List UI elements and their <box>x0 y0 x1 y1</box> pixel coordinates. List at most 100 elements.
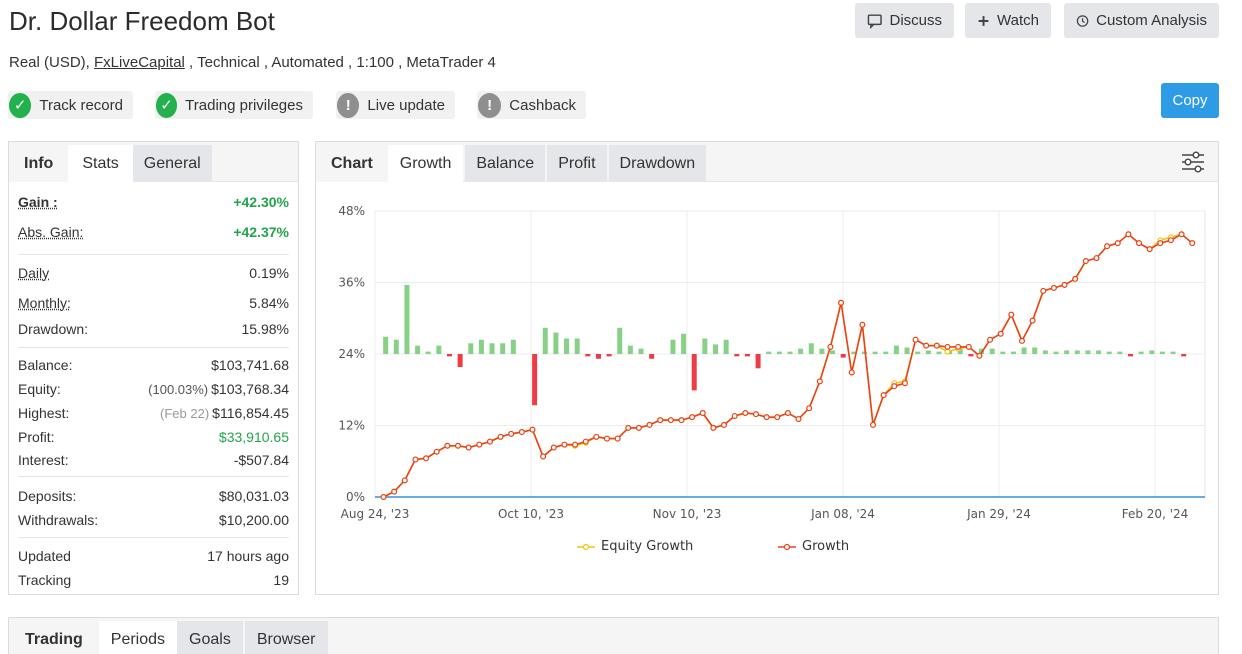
tab-balance[interactable]: Balance <box>465 145 546 182</box>
tab-trading[interactable]: Trading <box>9 621 99 654</box>
track-record-badge: ✓ Track record <box>8 91 133 119</box>
growth-point <box>838 299 845 306</box>
clock-icon <box>1076 14 1089 27</box>
legend-growth[interactable]: Growth <box>778 539 849 554</box>
tab-browser[interactable]: Browser <box>244 621 328 654</box>
legend-equity-growth[interactable]: Equity Growth <box>577 539 693 554</box>
divider <box>18 347 289 348</box>
account-details: , Technical , Automated , 1:100 , MetaTr… <box>184 54 496 71</box>
exclamation-icon: ! <box>337 92 360 118</box>
legend-equity-marker <box>577 543 595 550</box>
growth-point <box>529 426 536 433</box>
stat-value: $103,768.34 <box>211 381 289 397</box>
tab-growth[interactable]: Growth <box>387 145 464 182</box>
profit-bar <box>1106 351 1112 354</box>
stat-highest: Highest: (Feb 22) $116,854.45 <box>18 402 289 424</box>
growth-point <box>678 417 685 424</box>
profit-bar <box>830 350 836 354</box>
profit-bar <box>404 284 410 354</box>
chart-tabs: Chart Growth Balance Profit Drawdown <box>316 142 707 182</box>
growth-point <box>423 455 430 462</box>
stat-label: Profit: <box>18 429 55 445</box>
stat-label[interactable]: Daily <box>18 265 50 281</box>
chart-settings-icon[interactable] <box>1180 150 1206 174</box>
growth-point <box>625 424 632 431</box>
stat-value: $33,910.65 <box>218 429 289 445</box>
tab-profit[interactable]: Profit <box>547 145 607 182</box>
profit-bar <box>1170 351 1176 354</box>
x-tick-label: Oct 10, '23 <box>498 507 564 521</box>
profit-bar <box>681 333 687 354</box>
growth-point <box>412 456 419 463</box>
loss-bar <box>585 354 591 357</box>
loss-bar <box>595 354 601 359</box>
growth-point <box>784 409 791 416</box>
custom-analysis-label: Custom Analysis <box>1096 12 1207 29</box>
legend-growth-marker <box>778 543 796 550</box>
growth-point <box>1104 243 1111 250</box>
stat-label: Deposits: <box>18 488 77 504</box>
discuss-label: Discuss <box>889 12 942 29</box>
loss-bar <box>1181 354 1187 357</box>
watch-label: Watch <box>997 12 1039 29</box>
profit-bar <box>915 351 921 354</box>
stat-value: $116,854.45 <box>212 405 289 421</box>
loss-bar <box>457 354 463 368</box>
stat-tracking: Tracking 19 <box>18 569 289 591</box>
profit-bar <box>819 348 825 354</box>
profit-bar <box>670 339 676 354</box>
profit-bar <box>627 345 633 354</box>
stat-value: $10,200.00 <box>218 512 289 528</box>
tab-chart[interactable]: Chart <box>316 145 388 182</box>
custom-analysis-button[interactable]: Custom Analysis <box>1064 3 1219 38</box>
profit-bar <box>393 339 399 354</box>
growth-point <box>614 435 621 442</box>
growth-point <box>561 441 568 448</box>
growth-point <box>721 421 728 428</box>
stat-value: $103,741.68 <box>211 357 289 373</box>
profit-bar <box>1117 351 1123 354</box>
trading-privileges-badge: ✓ Trading privileges <box>155 91 313 119</box>
growth-point <box>1114 240 1121 247</box>
account-subtitle: Real (USD), FxLiveCapital , Technical , … <box>9 54 496 71</box>
tab-goals[interactable]: Goals <box>177 621 243 654</box>
growth-point <box>1189 240 1196 247</box>
growth-point <box>1040 287 1047 294</box>
growth-point <box>1008 311 1015 318</box>
growth-point <box>465 444 472 451</box>
growth-point <box>997 330 1004 337</box>
tab-info[interactable]: Info <box>9 145 69 182</box>
profit-bar <box>383 336 389 354</box>
copy-button[interactable]: Copy <box>1161 83 1219 118</box>
tab-periods[interactable]: Periods <box>98 621 178 654</box>
growth-point <box>593 433 600 440</box>
stats-panel: Info Stats General Gain : +42.30% Abs. G… <box>8 141 299 595</box>
watch-button[interactable]: Watch <box>965 3 1051 38</box>
growth-point <box>912 336 919 343</box>
divider <box>18 254 289 255</box>
broker-link[interactable]: FxLiveCapital <box>94 54 185 71</box>
check-icon: ✓ <box>156 92 178 118</box>
growth-point <box>933 342 940 349</box>
badge-label: Track record <box>39 96 123 114</box>
profit-bar <box>1032 347 1038 354</box>
stat-label[interactable]: Gain : <box>18 194 58 210</box>
comment-icon <box>867 13 882 29</box>
tab-stats[interactable]: Stats <box>68 145 133 182</box>
growth-point <box>689 414 696 421</box>
profit-bar <box>542 327 548 354</box>
profit-bar <box>776 351 782 354</box>
check-icon: ✓ <box>9 92 32 118</box>
tab-drawdown[interactable]: Drawdown <box>608 145 707 182</box>
profit-bar <box>766 351 772 354</box>
stat-label[interactable]: Abs. Gain: <box>18 224 84 240</box>
profit-bar <box>1053 351 1059 354</box>
tab-general[interactable]: General <box>132 145 212 182</box>
legend-label: Growth <box>802 539 850 554</box>
profit-bar <box>1042 350 1048 354</box>
stat-label[interactable]: Monthly: <box>18 295 71 311</box>
discuss-button[interactable]: Discuss <box>855 3 954 38</box>
x-tick-label: Aug 24, '23 <box>341 507 410 521</box>
growth-point <box>731 412 738 419</box>
profit-bar <box>925 350 931 354</box>
